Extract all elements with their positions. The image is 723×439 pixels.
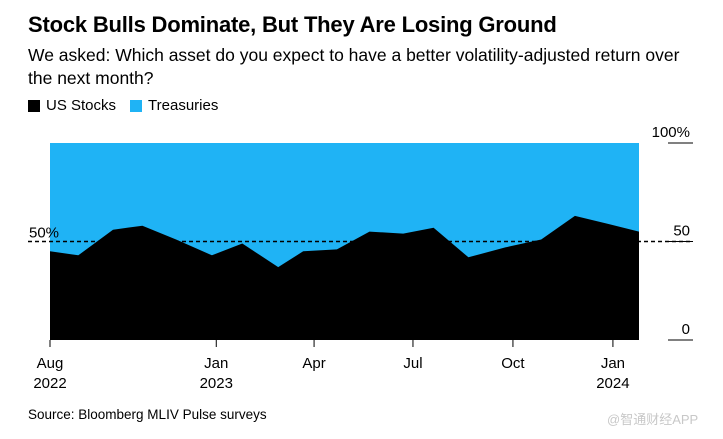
x-tick-label-0: Aug [37, 355, 64, 372]
x-tick-year-1: 2023 [200, 375, 233, 392]
watermark: @智通财经APP [607, 412, 699, 427]
legend-swatch-treasuries [130, 99, 143, 112]
chart-title: Stock Bulls Dominate, But They Are Losin… [28, 12, 557, 37]
x-tick-year-5: 2024 [596, 375, 629, 392]
x-tick-label-5: Jan [601, 355, 625, 372]
x-tick-year-0: 2022 [33, 375, 66, 392]
y-tick-label-0: 0 [682, 321, 690, 338]
x-tick-label-1: Jan [204, 355, 228, 372]
x-tick-label-2: Apr [302, 355, 325, 372]
source-note: Source: Bloomberg MLIV Pulse surveys [28, 407, 267, 422]
legend-item-treasuries: Treasuries [130, 97, 218, 114]
y-tick-label-50: 50 [673, 223, 690, 240]
chart-subtitle: We asked: Which asset do you expect to h… [28, 45, 680, 88]
y-tick-label-100: 100% [652, 124, 690, 141]
x-tick-label-4: Oct [501, 355, 525, 372]
legend: US Stocks Treasuries [28, 97, 232, 114]
legend-swatch-us-stocks [28, 99, 40, 112]
legend-label-us-stocks: US Stocks [46, 97, 117, 114]
x-tick-label-3: Jul [403, 355, 422, 372]
legend-label-treasuries: Treasuries [148, 97, 219, 114]
legend-item-us-stocks: US Stocks [28, 97, 116, 114]
area-us-stocks [50, 215, 639, 340]
reference-line-label: 50% [29, 225, 59, 242]
